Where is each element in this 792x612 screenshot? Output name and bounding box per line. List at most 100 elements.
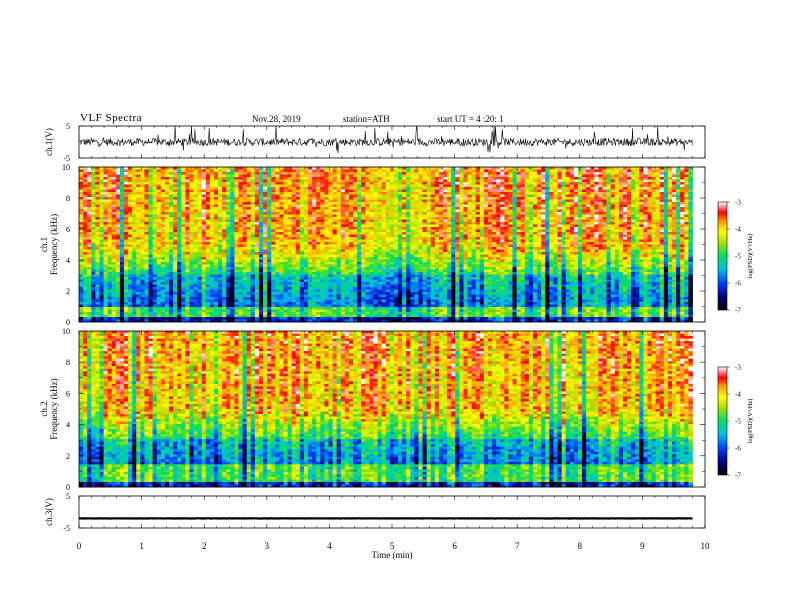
spectrogram-cell bbox=[606, 237, 612, 240]
spectrogram-cell bbox=[107, 187, 113, 190]
spectrogram-cell bbox=[107, 219, 113, 223]
spectrogram-cell bbox=[332, 184, 338, 188]
spectrogram-cell bbox=[463, 242, 468, 245]
spectrogram-cell bbox=[487, 167, 493, 170]
spectrogram-cell bbox=[369, 207, 374, 210]
spectrogram-cell bbox=[340, 194, 346, 198]
spectrogram-cell bbox=[87, 192, 92, 195]
spectrogram-cell bbox=[303, 197, 309, 200]
spectrogram-cell bbox=[402, 174, 407, 178]
spectrogram-cell bbox=[353, 204, 358, 208]
spectrogram-cell bbox=[541, 169, 546, 173]
spectrogram-cell bbox=[144, 209, 149, 213]
spectrogram-cell bbox=[590, 179, 595, 183]
spectrogram-cell bbox=[471, 242, 477, 245]
spectrogram-cell bbox=[459, 217, 464, 220]
spectrogram-cell bbox=[234, 239, 239, 243]
spectrogram-cell bbox=[79, 217, 84, 220]
spectrogram-cell bbox=[369, 219, 374, 223]
spectrogram-cell bbox=[438, 204, 444, 208]
spectrogram-cell bbox=[181, 234, 186, 238]
spectrogram-cell bbox=[430, 182, 436, 185]
spectrogram-cell bbox=[177, 204, 182, 208]
spectrogram-cell bbox=[610, 167, 616, 170]
spectrogram-cell bbox=[573, 244, 579, 248]
spectrogram-cell bbox=[152, 187, 158, 190]
spectrogram-cell bbox=[688, 174, 693, 178]
spectrogram-cell bbox=[389, 247, 395, 250]
spectrogram-cell bbox=[532, 172, 538, 175]
spectrogram-cell bbox=[479, 179, 485, 183]
spectrogram-cell bbox=[324, 212, 329, 215]
spectrogram-cell bbox=[222, 214, 227, 218]
spectrogram-cell bbox=[639, 194, 644, 198]
spectrogram-cell bbox=[520, 194, 526, 198]
spectrogram-cell bbox=[119, 202, 125, 205]
spectrogram-cell bbox=[516, 222, 522, 225]
spectrogram-cell bbox=[291, 207, 297, 210]
spectrogram-cell bbox=[496, 202, 501, 205]
spectrogram-cell bbox=[353, 202, 358, 205]
spectrogram-cell bbox=[263, 207, 268, 210]
spectrogram-cell bbox=[459, 204, 464, 208]
spectrogram-cell bbox=[209, 234, 215, 238]
spectrogram-cell bbox=[197, 202, 203, 205]
spectrogram-cell bbox=[136, 187, 141, 190]
spectrogram-cell bbox=[132, 187, 137, 190]
spectrogram-cell bbox=[622, 237, 628, 240]
spectrogram-cell bbox=[569, 184, 575, 188]
spectrogram-cell bbox=[320, 227, 325, 230]
spectrogram-cell bbox=[128, 244, 133, 248]
spectrogram-cell bbox=[402, 204, 407, 208]
spectrogram-cell bbox=[152, 197, 158, 200]
spectrogram-cell bbox=[688, 197, 693, 200]
spectrogram-cell bbox=[451, 207, 456, 210]
spectrogram-cell bbox=[271, 209, 276, 213]
spectrogram-cell bbox=[655, 239, 661, 243]
spectrogram-cell bbox=[369, 237, 374, 240]
spectrogram-cell bbox=[676, 192, 681, 195]
spectrogram-cell bbox=[230, 217, 235, 220]
spectrogram-cell bbox=[443, 209, 448, 213]
spectrogram-cell bbox=[279, 247, 284, 250]
spectrogram-cell bbox=[189, 207, 194, 210]
spectrogram-cell bbox=[213, 224, 219, 228]
spectrogram-cell bbox=[463, 167, 468, 170]
spectrogram-cell bbox=[393, 177, 399, 180]
spectrogram-cell bbox=[164, 219, 170, 223]
spectrogram-cell bbox=[213, 187, 219, 190]
spectrogram-cell bbox=[95, 234, 100, 238]
spectrogram-cell bbox=[299, 209, 305, 213]
spectrogram-cell bbox=[205, 219, 211, 223]
spectrogram-cell bbox=[263, 212, 268, 215]
spectrogram-cell bbox=[332, 237, 338, 240]
spectrogram-cell bbox=[606, 204, 612, 208]
spectrogram-cell bbox=[193, 237, 199, 240]
spectrogram-cell bbox=[512, 179, 518, 183]
spectrogram-cell bbox=[115, 184, 121, 188]
spectrogram-cell bbox=[263, 247, 268, 250]
spectrogram-cell bbox=[586, 192, 591, 195]
spectrogram-cell bbox=[627, 174, 632, 178]
spectrogram-cell bbox=[483, 207, 489, 210]
spectrogram-cell bbox=[418, 199, 423, 203]
spectrogram-cell bbox=[373, 177, 378, 180]
spectrogram-cell bbox=[434, 222, 440, 225]
spectrogram-cell bbox=[242, 222, 248, 225]
spectrogram-cell bbox=[107, 207, 113, 210]
spectrogram-cell bbox=[524, 174, 530, 178]
spectrogram-cell bbox=[303, 172, 309, 175]
spectrogram-cell bbox=[610, 204, 616, 208]
spectrogram-cell bbox=[144, 224, 149, 228]
spectrogram-cell bbox=[173, 234, 178, 238]
spectrogram-cell bbox=[177, 174, 182, 178]
spectrogram-cell bbox=[385, 189, 391, 193]
spectrogram-cell bbox=[226, 219, 231, 223]
spectrogram-cell bbox=[168, 222, 174, 225]
spectrogram-cell bbox=[496, 204, 501, 208]
spectrogram-cell bbox=[479, 214, 485, 218]
spectrogram-cell bbox=[483, 242, 489, 245]
spectrogram-cell bbox=[545, 174, 550, 178]
spectrogram-cell bbox=[132, 194, 137, 198]
spectrogram-cell bbox=[418, 194, 423, 198]
